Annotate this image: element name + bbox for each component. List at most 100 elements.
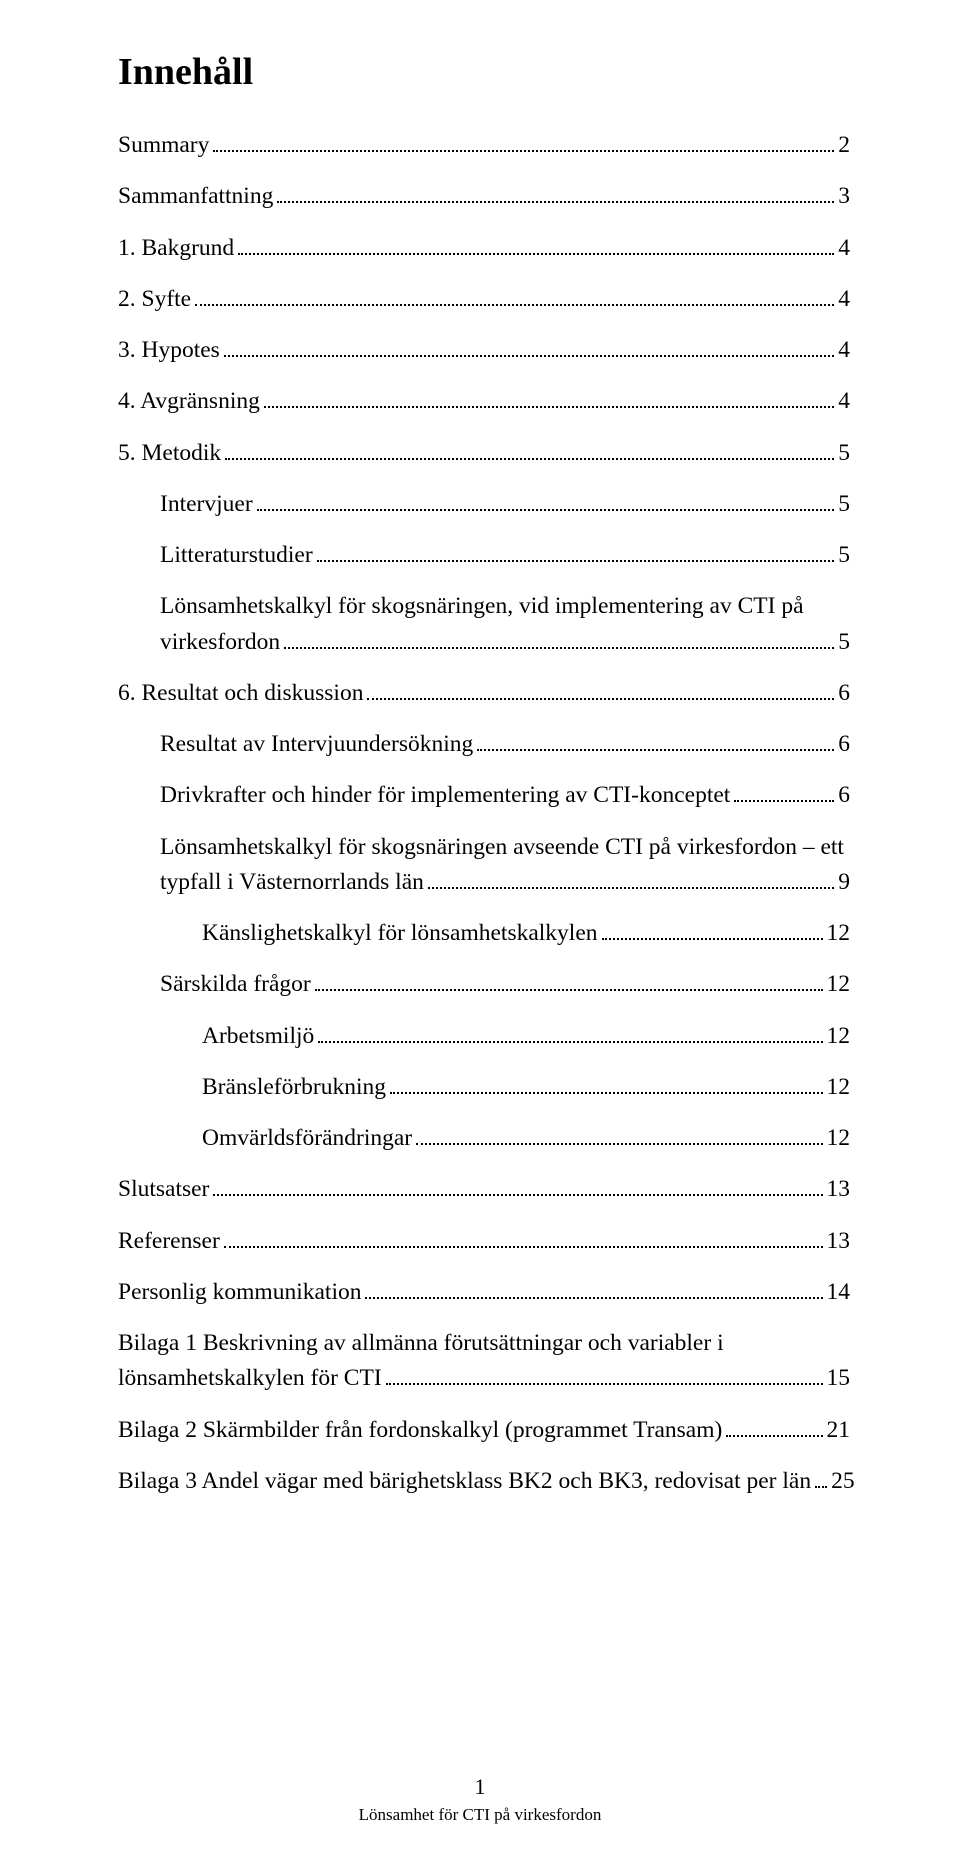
toc-entry: 1. Bakgrund4 — [118, 231, 850, 266]
document-page: Innehåll Summary 2 Sammanfattning 3 1. Bakgr… — [0, 0, 960, 1875]
toc-label: Bilaga 2 Skärmbilder från fordonskalkyl … — [118, 1413, 722, 1448]
toc-leader — [428, 887, 834, 889]
toc-label: 5. Metodik — [118, 436, 221, 471]
toc-leader — [195, 304, 834, 306]
toc-page-number: 14 — [827, 1275, 851, 1310]
footer-page-number: 1 — [0, 1772, 960, 1802]
toc-entry: Bilaga 3 Andel vägar med bärighetsklass … — [118, 1464, 850, 1499]
toc-entry: Lönsamhetskalkyl för skogsnäringen, vid … — [118, 589, 850, 660]
toc-entry: 6. Resultat och diskussion 6 — [118, 676, 850, 711]
toc-page-number: 5 — [838, 625, 850, 660]
toc-label: Bilaga 1 Beskrivning av allmänna förutsä… — [118, 1326, 850, 1361]
toc-label: virkesfordon — [160, 625, 280, 660]
toc-entry: Bränsleförbrukning 12 — [118, 1070, 850, 1105]
toc-label: Bränsleförbrukning — [202, 1070, 386, 1105]
toc-leader — [224, 355, 834, 357]
toc-page-number: 5 — [838, 436, 850, 471]
toc-label: Intervjuer — [160, 487, 253, 522]
toc-label: 6. Resultat och diskussion — [118, 676, 363, 711]
toc-page-number: 9 — [838, 865, 850, 900]
toc-page-number: 5 — [838, 487, 850, 522]
toc-leader — [726, 1435, 822, 1437]
toc-label: Arbetsmiljö — [202, 1019, 314, 1054]
toc-label: Resultat av Intervjuundersökning — [160, 727, 473, 762]
toc-entry: Känslighetskalkyl för lönsamhetskalkylen… — [118, 916, 850, 951]
toc-entry: Arbetsmiljö 12 — [118, 1019, 850, 1054]
toc-page-number: 4 — [838, 384, 850, 419]
toc-entry: Lönsamhetskalkyl för skogsnäringen avsee… — [118, 830, 850, 901]
toc-entry: Summary 2 — [118, 128, 850, 163]
toc-leader — [224, 1246, 823, 1248]
toc-leader — [602, 938, 823, 940]
toc-page-number: 12 — [827, 1121, 851, 1156]
toc-entry: Resultat av Intervjuundersökning 6 — [118, 727, 850, 762]
toc-leader — [277, 201, 834, 203]
toc-label: 3. Hypotes — [118, 333, 220, 368]
toc-page-number: 12 — [827, 1019, 851, 1054]
toc-page-number: 4 — [838, 282, 850, 317]
toc-leader — [317, 560, 835, 562]
toc-leader — [477, 749, 834, 751]
toc-leader — [416, 1143, 822, 1145]
toc-label: Referenser — [118, 1224, 220, 1259]
toc-page-number: 4 — [838, 333, 850, 368]
toc-leader — [238, 253, 834, 255]
toc-entry: Omvärldsförändringar12 — [118, 1121, 850, 1156]
toc-page-number: 5 — [838, 538, 850, 573]
toc-page-number: 12 — [827, 916, 851, 951]
toc-entry: Referenser 13 — [118, 1224, 850, 1259]
toc-leader — [213, 1194, 822, 1196]
toc-label: Känslighetskalkyl för lönsamhetskalkylen — [202, 916, 598, 951]
toc-page-number: 15 — [827, 1361, 851, 1396]
toc-page-number: 6 — [838, 727, 850, 762]
toc-leader — [734, 800, 834, 802]
toc-leader — [264, 406, 834, 408]
toc-leader — [318, 1041, 822, 1043]
toc-leader — [367, 698, 834, 700]
toc-entry: 2. Syfte 4 — [118, 282, 850, 317]
toc-label: Slutsatser — [118, 1172, 209, 1207]
toc-entry: Litteraturstudier 5 — [118, 538, 850, 573]
toc-page-number: 21 — [827, 1413, 851, 1448]
toc-label: Drivkrafter och hinder för implementerin… — [160, 778, 730, 813]
toc-entry: 3. Hypotes 4 — [118, 333, 850, 368]
toc-label: Lönsamhetskalkyl för skogsnäringen avsee… — [160, 830, 850, 865]
toc-leader — [365, 1297, 822, 1299]
toc-label: 1. Bakgrund — [118, 231, 234, 266]
toc-label: Personlig kommunikation — [118, 1275, 361, 1310]
toc-entry: Bilaga 2 Skärmbilder från fordonskalkyl … — [118, 1413, 850, 1448]
toc-label: Litteraturstudier — [160, 538, 313, 573]
toc-page-number: 13 — [827, 1224, 851, 1259]
toc-label: Bilaga 3 Andel vägar med bärighetsklass … — [118, 1464, 811, 1499]
table-of-contents: Summary2Sammanfattning31. Bakgrund42. Sy… — [118, 128, 850, 1499]
toc-leader — [386, 1383, 823, 1385]
toc-label: Sammanfattning — [118, 179, 273, 214]
toc-page-number: 3 — [838, 179, 850, 214]
toc-leader — [225, 458, 834, 460]
toc-page-number: 12 — [827, 1070, 851, 1105]
toc-entry: Personlig kommunikation 14 — [118, 1275, 850, 1310]
toc-leader — [390, 1092, 822, 1094]
toc-page-number: 6 — [838, 676, 850, 711]
toc-label: 4. Avgränsning — [118, 384, 260, 419]
toc-leader — [315, 989, 823, 991]
toc-page-number: 2 — [838, 128, 850, 163]
toc-entry: Slutsatser 13 — [118, 1172, 850, 1207]
toc-label: Summary — [118, 128, 209, 163]
toc-entry: Sammanfattning 3 — [118, 179, 850, 214]
toc-entry: 5. Metodik 5 — [118, 436, 850, 471]
toc-page-number: 13 — [827, 1172, 851, 1207]
toc-heading: Innehåll — [118, 50, 850, 94]
toc-label: 2. Syfte — [118, 282, 191, 317]
toc-label: Särskilda frågor — [160, 967, 311, 1002]
page-footer: 1 Lönsamhet för CTI på virkesfordon — [0, 1772, 960, 1827]
toc-leader — [815, 1486, 827, 1488]
toc-entry: 4. Avgränsning 4 — [118, 384, 850, 419]
toc-entry: Särskilda frågor 12 — [118, 967, 850, 1002]
toc-entry: Bilaga 1 Beskrivning av allmänna förutsä… — [118, 1326, 850, 1397]
toc-page-number: 12 — [827, 967, 851, 1002]
toc-page-number: 25 — [831, 1464, 855, 1499]
toc-label: lönsamhetskalkylen för CTI — [118, 1361, 382, 1396]
toc-leader — [257, 509, 835, 511]
toc-page-number: 6 — [838, 778, 850, 813]
